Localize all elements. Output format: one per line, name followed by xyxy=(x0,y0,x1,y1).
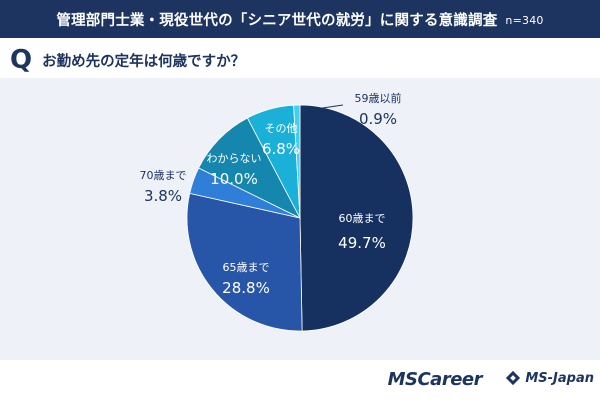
slice-value-label: 49.7% xyxy=(338,234,386,252)
label-leader-line xyxy=(301,104,344,112)
msjapan-logo: MS-Japan xyxy=(505,370,594,386)
pie-slice xyxy=(299,104,414,332)
survey-title: 管理部門士業・現役世代の「シニア世代の就労」に関する意識調査 xyxy=(56,12,498,29)
footer: MSCareer MS-Japan xyxy=(0,360,600,400)
survey-header: 管理部門士業・現役世代の「シニア世代の就労」に関する意識調査 n=340 xyxy=(0,0,600,38)
slice-value-label: 10.0% xyxy=(210,170,258,188)
slice-category-label: わからない xyxy=(207,152,262,165)
diamond-logo-icon xyxy=(505,370,521,386)
pie-chart: 60歳まで 49.7% 65歳まで 28.8% 70歳まで 3.8% わからない 10.0% そ… xyxy=(140,91,414,332)
mscareer-logo: MSCareer xyxy=(387,369,483,390)
pie-slice xyxy=(198,117,301,219)
pie-slice xyxy=(186,192,303,332)
chart-area: 60歳まで 49.7% 65歳まで 28.8% 70歳まで 3.8% わからない 10.0% そ… xyxy=(0,78,600,360)
question-text: お勤め先の定年は何歳ですか？ xyxy=(42,53,246,70)
slice-category-label: 65歳まで xyxy=(223,261,270,274)
pie-slice xyxy=(293,104,301,219)
sample-size: n=340 xyxy=(505,14,544,27)
question-row: Q お勤め先の定年は何歳ですか？ xyxy=(10,44,245,76)
question-mark-icon: Q xyxy=(10,45,33,75)
msjapan-logo-text: MS-Japan xyxy=(525,370,594,386)
slice-value-label: 3.8% xyxy=(144,187,182,205)
slice-category-label: 59歳以前 xyxy=(355,91,402,105)
slice-category-label: 60歳まで xyxy=(339,212,386,225)
slice-value-label: 28.8% xyxy=(222,279,270,297)
slice-category-label: 70歳まで xyxy=(140,169,187,182)
slice-category-label: その他 xyxy=(265,122,298,135)
slice-value-label: 0.9% xyxy=(359,110,397,128)
slice-value-label: 6.8% xyxy=(262,140,300,158)
